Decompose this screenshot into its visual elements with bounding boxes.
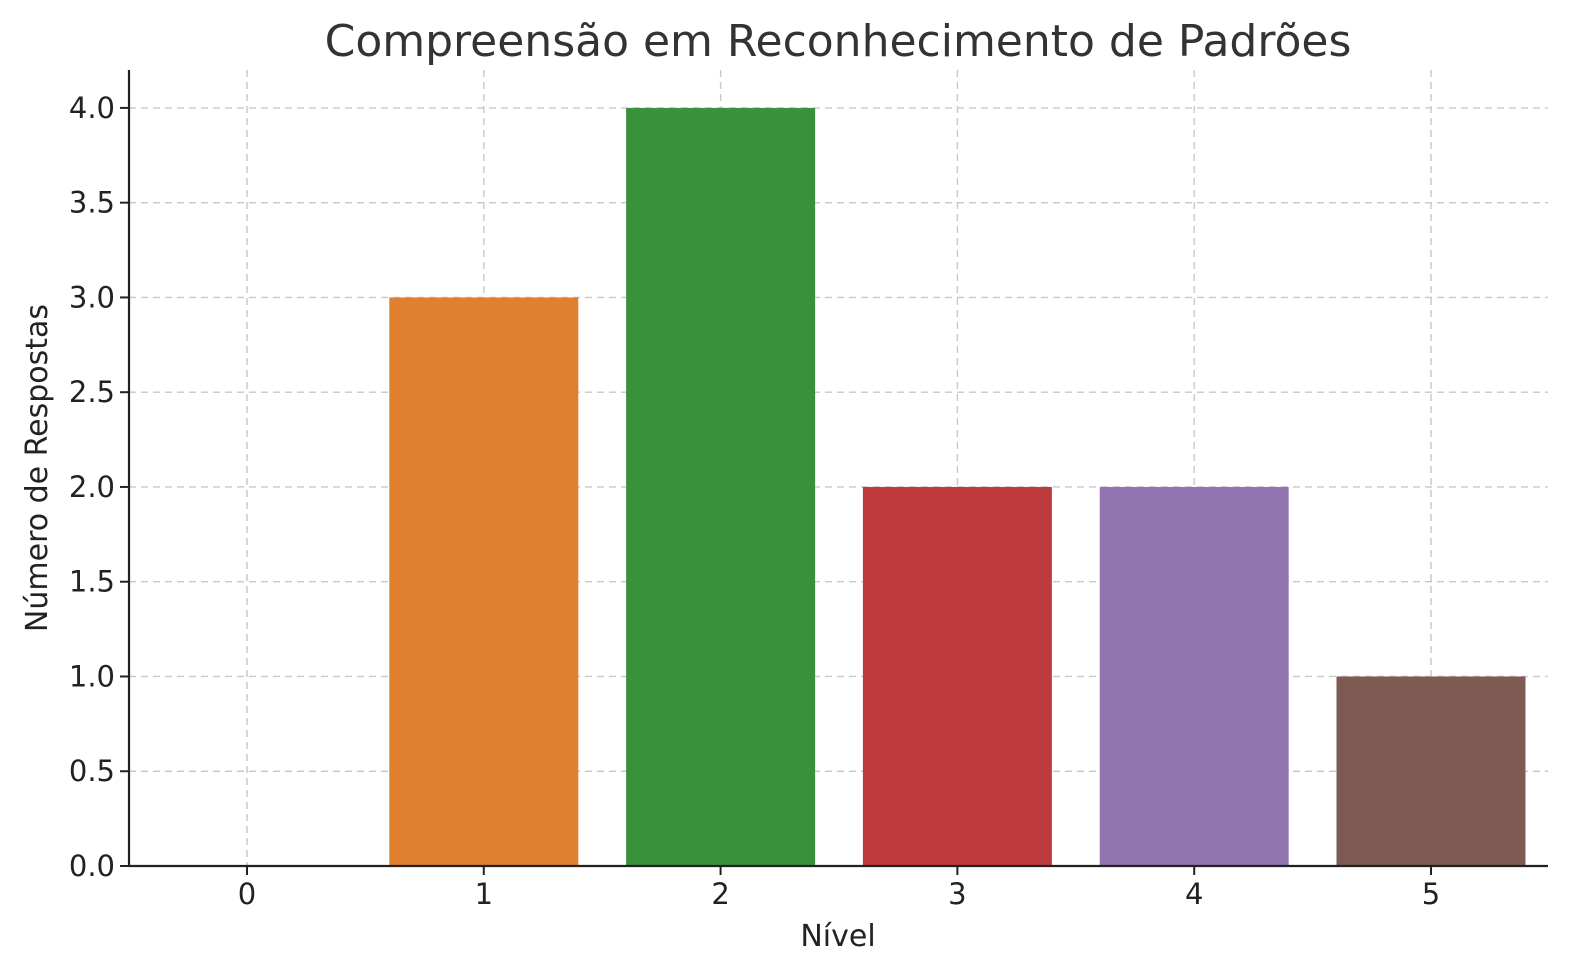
bars-layer	[389, 107, 1526, 866]
x-axis-label: Nível	[800, 919, 875, 954]
x-ticks: 0 1 2 3 4 5	[238, 866, 1440, 911]
y-tick-label: 0.5	[69, 754, 115, 788]
axes-layer	[127, 70, 1548, 868]
x-tick-label: 1	[475, 877, 493, 911]
x-tick-label: 3	[948, 877, 966, 911]
y-tick-label: 2.0	[69, 470, 115, 504]
y-tick-label: 1.0	[69, 659, 115, 693]
bar-5	[1336, 676, 1526, 866]
y-tick-label: 4.0	[69, 91, 115, 125]
y-tick-label: 1.5	[69, 565, 115, 599]
bar-3	[862, 486, 1052, 866]
bar-4	[1099, 486, 1289, 866]
y-ticks: 0.0 0.5 1.0 1.5 2.0 2.5 3.0 3.5 4.0	[69, 91, 129, 883]
bar-2	[626, 107, 816, 866]
x-tick-label: 4	[1185, 877, 1203, 911]
y-axis-label: Número de Respostas	[20, 304, 55, 632]
bar-1	[389, 297, 579, 866]
grid-layer	[129, 70, 1548, 867]
y-tick-label: 2.5	[69, 375, 115, 409]
y-tick-label: 0.0	[69, 849, 115, 883]
x-tick-label: 5	[1422, 877, 1440, 911]
x-tick-label: 0	[238, 877, 256, 911]
y-tick-label: 3.0	[69, 280, 115, 314]
chart-title: Compreensão em Reconhecimento de Padrões	[325, 16, 1352, 67]
y-tick-label: 3.5	[69, 186, 115, 220]
x-tick-label: 2	[711, 877, 729, 911]
